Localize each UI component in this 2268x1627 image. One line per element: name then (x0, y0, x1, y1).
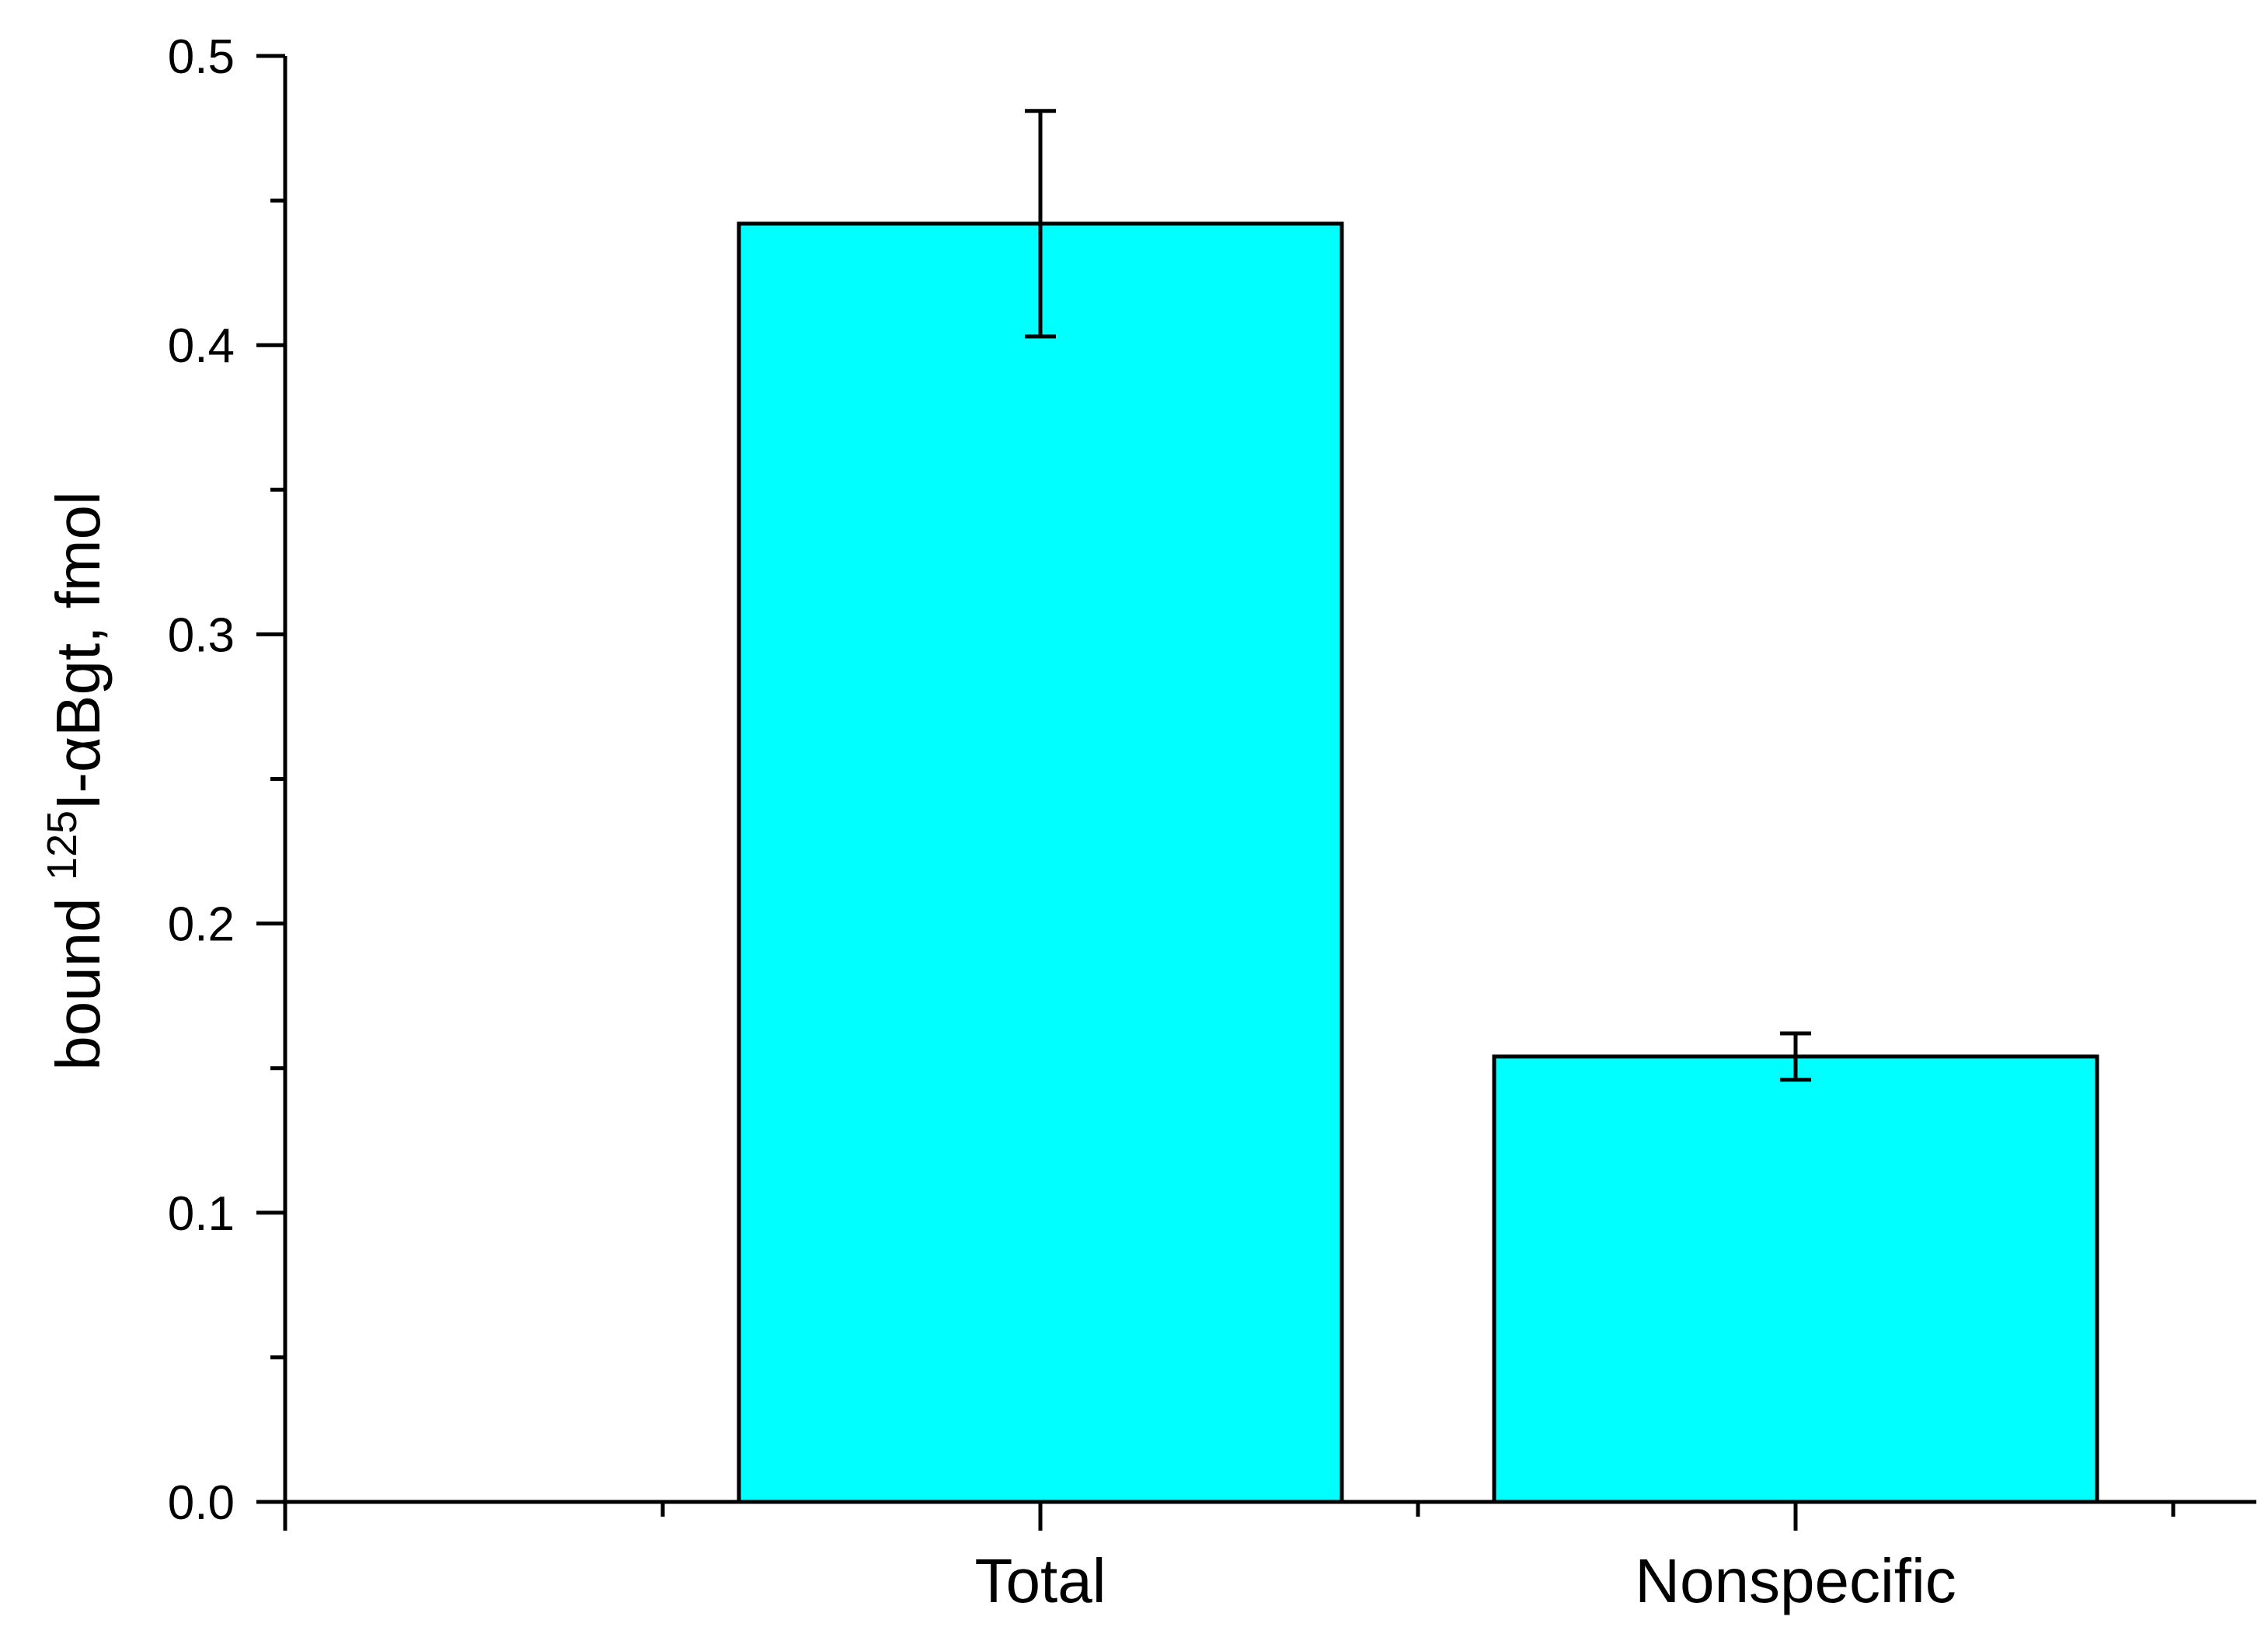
error-bar-nonspecific (1780, 1031, 1811, 1082)
x-ticks-group (283, 1502, 2176, 1531)
y-tick-label: 0.0 (168, 1476, 235, 1530)
y-tick-label: 0.1 (168, 1187, 235, 1241)
error-bars-group (1025, 109, 1811, 1082)
error-bar-total (1025, 109, 1056, 339)
y-axis-title: bound 125I-αBgt, fmol (39, 491, 113, 1071)
y-tick-label: 0.3 (168, 608, 235, 662)
y-tick-label: 0.5 (168, 30, 235, 84)
y-ticks-group: 0.0 0.1 0.2 0.3 0.4 0.5 (168, 30, 285, 1530)
bar-nonspecific (1492, 1054, 2099, 1504)
category-labels-group: Total Nonspecific (975, 1546, 1956, 1615)
bar-total (737, 221, 1344, 1504)
y-tick-label: 0.2 (168, 898, 235, 952)
x-category-label: Total (975, 1546, 1106, 1615)
bars-group (737, 221, 2099, 1504)
x-category-label: Nonspecific (1635, 1546, 1956, 1615)
y-tick-label: 0.4 (168, 319, 235, 373)
